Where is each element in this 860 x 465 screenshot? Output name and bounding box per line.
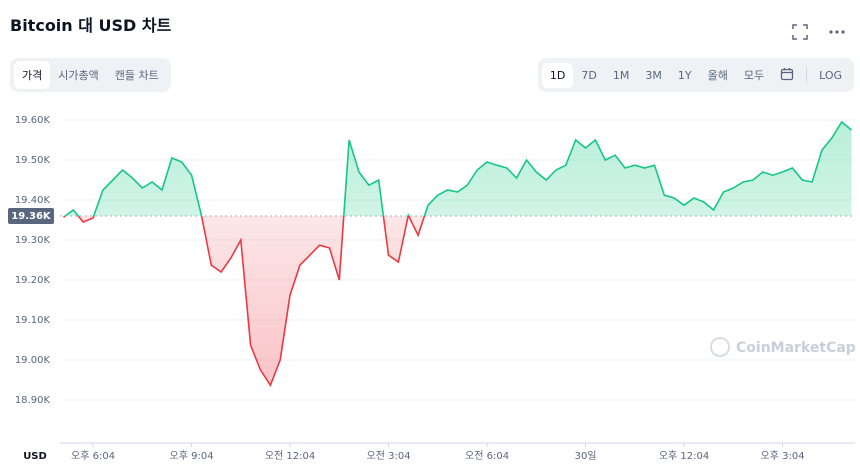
price-line-above [63, 120, 853, 216]
x-tick-label: 오전 12:04 [265, 450, 315, 462]
x-tick-label: 30일 [575, 450, 597, 462]
button[interactable]: LOG [819, 68, 842, 82]
x-tick-label: 오전 6:04 [465, 450, 509, 462]
button[interactable]: 모두 [743, 69, 765, 82]
button[interactable]: 캔들 차트 [114, 69, 159, 82]
watermark-logo [710, 337, 730, 357]
y-tick-label: 19.10K [15, 315, 51, 326]
y-tick-label: 18.90K [15, 395, 51, 406]
range-group: 1D 7D 1M 3M 1Y 올해 모두 LOG [537, 58, 854, 92]
x-tick-label: 오후 12:04 [659, 450, 709, 462]
area-above [63, 122, 852, 216]
x-tick-label: 오후 3:04 [761, 450, 805, 462]
button[interactable]: 시가총액 [58, 69, 99, 82]
calendar-icon [780, 67, 794, 80]
area-below [63, 216, 852, 386]
y-tick-label: 19.60K [15, 115, 51, 126]
button[interactable]: 1M [612, 68, 630, 82]
reference-label: 19.36K [11, 211, 52, 222]
y-tick-label: 19.30K [15, 235, 51, 246]
watermark-text: CoinMarketCap [736, 340, 856, 356]
button[interactable]: 7D [581, 68, 597, 82]
button[interactable]: 가격 [14, 61, 51, 89]
tab-group: 가격 시가총액 캔들 차트 [10, 58, 171, 92]
y-tick-label: 19.00K [15, 355, 51, 366]
y-tick-label: 19.40K [15, 195, 51, 206]
x-tick-label: 오전 3:04 [367, 450, 411, 462]
y-tick-label: 19.50K [15, 155, 51, 166]
x-tick-label: 오후 9:04 [170, 450, 214, 462]
button[interactable]: 3M [645, 68, 662, 82]
button[interactable]: 1Y [677, 68, 692, 82]
button[interactable]: 올해 [707, 69, 728, 82]
reference-badge [8, 208, 54, 224]
separator [806, 67, 808, 83]
x-tick-label: 오후 6:04 [71, 450, 115, 462]
calendar-button[interactable] [772, 61, 802, 90]
header-icons[interactable] [790, 22, 850, 42]
y-tick-label: 19.20K [15, 275, 51, 286]
x-axis-label: USD [23, 451, 47, 462]
chart-title: Bitcoin 대 USD 차트 [10, 16, 172, 35]
button[interactable]: 1D [541, 62, 574, 88]
watermark: CoinMarketCap [710, 337, 856, 357]
